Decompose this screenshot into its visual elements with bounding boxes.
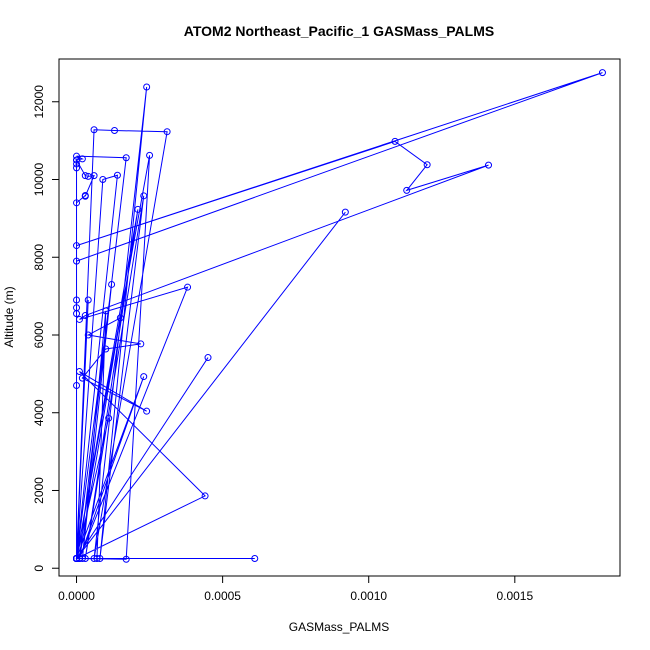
data-point bbox=[122, 154, 130, 162]
y-tick-label: 2000 bbox=[32, 477, 46, 504]
data-point bbox=[403, 186, 411, 194]
data-point bbox=[73, 296, 81, 304]
data-point bbox=[137, 340, 145, 348]
series bbox=[73, 69, 606, 563]
data-point bbox=[201, 492, 209, 500]
y-axis: 0 2000 4000 6000 8000 10000 12000 bbox=[32, 85, 60, 572]
data-point bbox=[102, 307, 110, 315]
data-point bbox=[73, 152, 81, 160]
y-axis-label: Altitude (m) bbox=[2, 286, 16, 347]
data-point bbox=[184, 283, 192, 291]
data-point bbox=[134, 205, 142, 213]
data-point bbox=[73, 242, 81, 250]
data-point bbox=[598, 69, 606, 77]
y-tick-label: 10000 bbox=[32, 162, 46, 196]
data-point bbox=[99, 176, 107, 184]
series-layer bbox=[73, 69, 606, 563]
y-tick-label: 6000 bbox=[32, 321, 46, 348]
data-point bbox=[81, 191, 89, 199]
x-tick-label: 0.0010 bbox=[350, 589, 387, 603]
data-point bbox=[116, 314, 124, 322]
data-point bbox=[84, 331, 92, 339]
data-point bbox=[122, 555, 130, 563]
data-point bbox=[423, 161, 431, 169]
data-point bbox=[75, 368, 83, 376]
data-point bbox=[341, 208, 349, 216]
data-point bbox=[73, 156, 81, 164]
x-axis: 0.0000 0.0005 0.0010 0.0015 bbox=[58, 575, 533, 603]
data-point bbox=[140, 373, 148, 381]
data-point bbox=[81, 312, 89, 320]
data-point bbox=[96, 555, 104, 563]
y-tick-label: 4000 bbox=[32, 399, 46, 426]
data-point bbox=[93, 555, 101, 563]
data-point bbox=[251, 555, 259, 563]
data-point bbox=[204, 354, 212, 362]
data-point bbox=[111, 127, 119, 135]
data-point bbox=[143, 407, 151, 415]
data-point bbox=[108, 280, 116, 288]
data-point bbox=[90, 126, 98, 134]
y-tick-label: 8000 bbox=[32, 244, 46, 271]
data-point bbox=[81, 172, 89, 180]
data-point bbox=[73, 257, 81, 265]
data-point bbox=[163, 128, 171, 136]
data-point bbox=[73, 199, 81, 207]
series-line bbox=[75, 72, 603, 560]
x-tick-label: 0.0000 bbox=[58, 589, 95, 603]
data-point bbox=[140, 192, 148, 200]
x-tick-label: 0.0005 bbox=[204, 589, 241, 603]
plot-area-frame bbox=[58, 58, 621, 577]
data-point bbox=[90, 172, 98, 180]
data-point bbox=[73, 382, 81, 390]
data-point bbox=[84, 296, 92, 304]
y-tick-label: 0 bbox=[32, 565, 46, 572]
data-point bbox=[73, 160, 81, 168]
chart-title: ATOM2 Northeast_Pacific_1 GASMass_PALMS bbox=[184, 23, 494, 39]
data-point bbox=[105, 414, 113, 422]
data-point bbox=[73, 164, 81, 172]
data-point bbox=[102, 345, 110, 353]
data-point bbox=[78, 374, 86, 382]
data-point bbox=[143, 83, 151, 91]
data-point bbox=[146, 151, 154, 159]
data-point bbox=[113, 171, 121, 179]
x-tick-label: 0.0015 bbox=[496, 589, 533, 603]
data-point bbox=[73, 555, 81, 563]
data-point bbox=[73, 310, 81, 318]
y-tick-label: 12000 bbox=[32, 85, 46, 119]
data-point bbox=[391, 137, 399, 145]
data-point bbox=[75, 315, 83, 323]
data-point bbox=[75, 555, 83, 563]
x-axis-label: GASMass_PALMS bbox=[289, 620, 389, 634]
data-point bbox=[485, 161, 493, 169]
